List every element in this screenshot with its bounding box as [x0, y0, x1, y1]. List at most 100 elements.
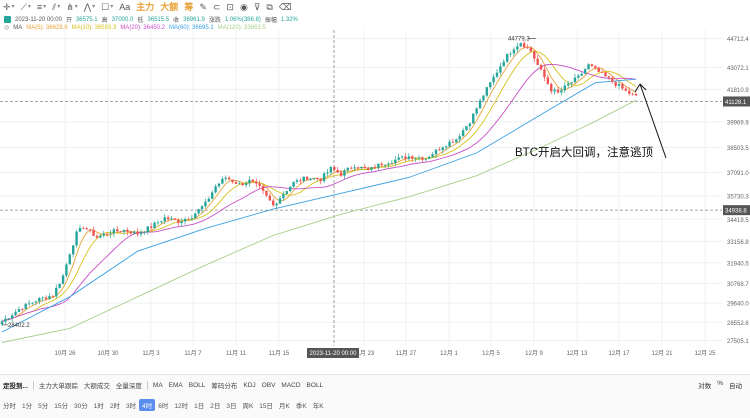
timeframe-button[interactable]: 3日	[226, 403, 237, 410]
indicator-7[interactable]: 筹码分布	[211, 383, 238, 390]
timeframe-bar: 分时 1分 5分 15分 30分 1时 2时 3时 4时 6时 12时 1日 2日 3日 周K 15日 月K 季K…	[0, 397, 750, 413]
layers-icon: ⧉	[266, 2, 273, 12]
candle-body	[61, 275, 65, 284]
indicator-2[interactable]: 大额成交	[83, 383, 110, 390]
chevron-down-icon: ▾	[27, 4, 31, 10]
x-tick-label: 11月 7	[184, 350, 202, 357]
current-price-text: 41128.1	[725, 100, 747, 106]
magnet-button[interactable]: ⊂	[210, 0, 224, 14]
timeframe-button[interactable]: 15日	[259, 403, 274, 410]
high-marker-text: 44779.3	[508, 36, 530, 42]
candle-body	[149, 226, 153, 228]
line-tool-button[interactable]: ⟋ ▾	[18, 0, 34, 14]
candle-body	[41, 297, 44, 299]
timeframe-button[interactable]: 6时	[158, 403, 169, 410]
axis-options: 对数% 自动	[698, 380, 750, 390]
indicator-11[interactable]: BOLL	[306, 381, 324, 389]
timeframe-button[interactable]: 分时	[3, 403, 16, 410]
indicator-5[interactable]: EMA	[168, 381, 183, 389]
timeframe-button[interactable]: 月K	[279, 403, 290, 410]
candle-body	[499, 66, 502, 73]
text-tool-button[interactable]: Aa	[116, 0, 133, 14]
ray-tool-button[interactable]: ≡ ▾	[34, 0, 49, 14]
candle-body	[611, 77, 614, 82]
candle-body	[583, 69, 587, 74]
timeframe-button[interactable]: 4时	[139, 399, 156, 411]
axis-option-2[interactable]: 自动	[729, 383, 742, 390]
filter-button[interactable]: ⊽	[251, 0, 264, 14]
candle-body	[55, 287, 58, 297]
crosshair-tool-button[interactable]: ✛ ▾	[0, 0, 18, 14]
price-chart[interactable]: 44712.4 43072.1 41810.9 39969.9 38503.5 37091…	[0, 0, 750, 374]
ohlc-readout: 2023-11-20 00:00 开 36575.1 高 37000.0 低 3…	[4, 15, 298, 24]
eye-button[interactable]: ◉	[237, 0, 251, 14]
price-axis[interactable]: 44712.4 43072.1 41810.9 39969.9 38503.5 37091…	[723, 37, 750, 345]
divider	[32, 380, 34, 390]
indicator-1[interactable]: 主力大单跟踪	[38, 383, 78, 390]
y-tick-label: 35730.3	[727, 195, 749, 201]
candle-body	[539, 64, 543, 70]
candle-body	[126, 229, 129, 232]
candle-body	[387, 163, 390, 165]
candle-body	[553, 89, 556, 92]
candle-body	[407, 156, 411, 159]
pitchfork-tool-button[interactable]: ⋔ ▾	[63, 0, 81, 14]
indicator-4[interactable]: MA	[152, 381, 163, 389]
candle-body	[489, 82, 492, 88]
timeframe-button[interactable]: 1时	[93, 403, 104, 410]
timeframe-button[interactable]: 季K	[295, 403, 307, 410]
candle-body	[380, 163, 383, 165]
accent-tool-1[interactable]: 大额	[160, 2, 179, 12]
chevron-down-icon: ▾	[74, 4, 78, 10]
candle-body	[343, 170, 346, 176]
axis-option-1[interactable]: %	[717, 380, 723, 387]
x-tick-label: 11月 23	[354, 350, 375, 357]
indicator-6[interactable]: BOLL	[188, 381, 206, 389]
timeframe-button[interactable]: 1分	[22, 403, 33, 410]
timeframe-button[interactable]: 1日	[194, 403, 205, 410]
indicator-0[interactable]: 定投到...	[3, 383, 28, 390]
timeframe-button[interactable]: 5分	[38, 403, 49, 410]
pattern-tool-button[interactable]: ⋀ ▾	[81, 0, 98, 14]
indicator-9[interactable]: OBV	[261, 381, 276, 389]
layers-button[interactable]: ⧉	[263, 0, 275, 14]
accent-tool-2[interactable]: 筹	[184, 2, 194, 12]
candle-body	[14, 311, 17, 316]
x-tick-label: 12月 5	[482, 350, 500, 357]
candle-body	[295, 180, 299, 182]
candle-body	[99, 235, 102, 238]
ma-legend[interactable]: ◎ MA MA(5): 36629.9 MA(10): 36593.3 MA(20)…	[4, 24, 266, 32]
ma10-line	[1, 50, 637, 322]
candle-body	[292, 181, 295, 187]
timeframe-button[interactable]: 15分	[54, 403, 68, 410]
timeframe-button[interactable]: 30分	[73, 403, 88, 410]
channel-tool-button[interactable]: ⫽ ▾	[49, 0, 63, 14]
trash-button[interactable]: ⌫	[276, 0, 295, 14]
candle-body	[180, 221, 183, 224]
timeframe-button[interactable]: 年K	[312, 403, 324, 410]
indicator-3[interactable]: 全量深度	[115, 383, 142, 390]
candle-body	[163, 217, 166, 222]
timeframe-button[interactable]: 12时	[174, 403, 189, 410]
candle-body	[628, 90, 631, 94]
ohlc-low: 36515.5	[147, 16, 170, 23]
indicator-8[interactable]: KDJ	[243, 381, 256, 389]
candle-body	[316, 177, 319, 180]
time-axis[interactable]: 10月 26 10月 30 11月 3 11月 7 11月 11 11月 15 11月 23…	[54, 348, 716, 358]
candle-body	[492, 76, 495, 83]
axis-option-0[interactable]: 对数	[698, 383, 712, 390]
indicator-10[interactable]: MACD	[281, 381, 301, 389]
line-icon: ⟋	[20, 2, 27, 12]
price-level-lines	[0, 30, 722, 346]
lock-button[interactable]: ⊡	[223, 0, 237, 14]
timeframe-button[interactable]: 3时	[125, 403, 137, 410]
shape-tool-button[interactable]: ☐ ▾	[98, 0, 116, 14]
timeframe-button[interactable]: 2日	[210, 403, 221, 410]
pencil-button[interactable]: ✎	[196, 0, 210, 14]
candle-body	[166, 217, 170, 220]
candle-body	[339, 172, 343, 176]
timeframe-button[interactable]: 2时	[109, 403, 120, 410]
ma-toggle-icon[interactable]: ◎	[4, 25, 10, 31]
timeframe-button[interactable]: 周K	[242, 403, 254, 410]
accent-tool-0[interactable]: 主力	[136, 2, 155, 12]
